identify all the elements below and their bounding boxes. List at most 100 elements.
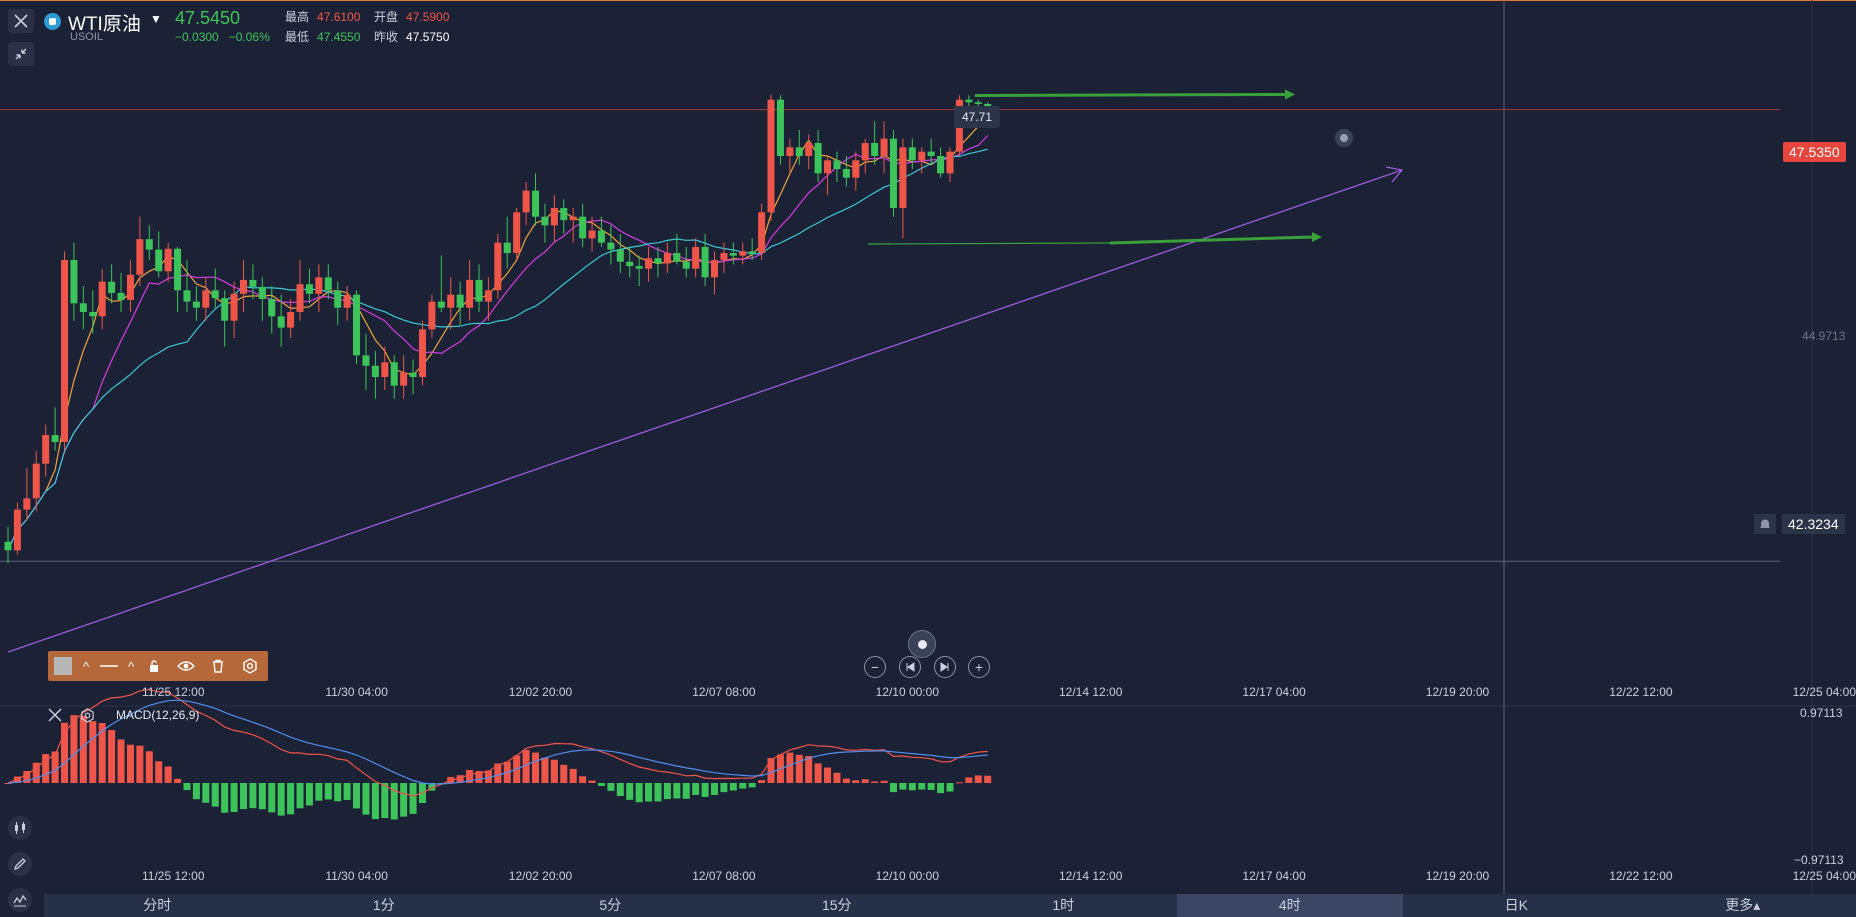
candle-body: [635, 266, 643, 269]
pane-resize-handle[interactable]: [908, 630, 936, 658]
collapse-button[interactable]: [8, 42, 34, 66]
macd-histogram-bar: [494, 763, 502, 783]
candle-body: [240, 279, 247, 294]
symbol-dropdown-icon[interactable]: ▼: [150, 12, 162, 26]
timeframe-tab[interactable]: 1分: [372, 897, 395, 913]
macd-histogram-bar: [136, 745, 144, 783]
line-style-button[interactable]: [94, 651, 124, 681]
scroll-start-button[interactable]: [899, 656, 921, 678]
macd-histogram-bar: [645, 783, 653, 802]
macd-histogram-bar: [663, 783, 671, 800]
color-chevron-icon[interactable]: ^: [82, 658, 90, 674]
macd-histogram-bar: [814, 763, 822, 783]
last-price: 47.5450: [175, 8, 241, 28]
macd-histogram-bar: [456, 775, 464, 783]
candle-body: [324, 277, 332, 291]
timeframe-tab[interactable]: 分时: [143, 897, 172, 913]
macd-histogram-bar: [880, 780, 888, 783]
candle-body: [249, 279, 257, 287]
candle-body: [79, 303, 87, 312]
candle-body: [541, 216, 549, 226]
zoom-in-button[interactable]: +: [968, 656, 990, 678]
draw-tool-button[interactable]: [8, 852, 32, 876]
macd-histogram-bar: [635, 783, 643, 803]
support-arrow-head: [1312, 232, 1322, 242]
ma10-line: [7, 135, 989, 551]
indicator-settings-button[interactable]: [80, 708, 95, 728]
scroll-end-button[interactable]: [934, 656, 956, 678]
timeframe-tab[interactable]: 1时: [1052, 897, 1075, 913]
pencil-icon: [13, 858, 26, 871]
candle-body: [23, 498, 31, 510]
timeframe-tab[interactable]: 日K: [1504, 897, 1528, 913]
macd-histogram-bar: [532, 752, 540, 783]
candle-body: [842, 169, 850, 178]
macd-histogram-bar: [268, 783, 276, 813]
candle-body: [927, 151, 935, 156]
candle-body: [767, 99, 775, 213]
visibility-button[interactable]: [170, 651, 202, 681]
candle-body: [70, 260, 78, 304]
candle-body: [597, 230, 605, 243]
candle-body: [211, 290, 219, 299]
current-price-label: 47.5350: [1783, 142, 1846, 162]
candle-body: [814, 143, 822, 174]
macd-histogram-bar: [296, 783, 304, 809]
candle-body: [390, 362, 398, 386]
timeframe-tab[interactable]: 5分: [599, 897, 622, 913]
macd-histogram-bar: [324, 783, 332, 800]
candle-body: [805, 143, 813, 156]
open-stat: 开盘 47.5900: [374, 10, 450, 24]
change-percent: −0.06%: [228, 30, 270, 44]
drawing-settings-button[interactable]: [234, 651, 266, 681]
line-chevron-icon[interactable]: ^: [127, 658, 135, 674]
macd-histogram-bar: [569, 768, 577, 783]
bell-icon: [1760, 519, 1770, 529]
skip-back-icon: [906, 662, 915, 672]
symbol-name[interactable]: WTI原油: [68, 14, 141, 35]
timeframe-tab[interactable]: 更多▴: [1725, 897, 1761, 913]
candle-body: [353, 294, 361, 356]
drawing-toolbar: ^ ^: [48, 651, 268, 681]
macd-histogram-bar: [13, 776, 21, 783]
candle-body: [645, 258, 653, 269]
candle-body: [437, 301, 445, 308]
chart-type-button[interactable]: [8, 816, 32, 840]
macd-histogram-bar: [126, 744, 134, 783]
macd-histogram-bar: [607, 783, 615, 791]
macd-histogram-bar: [673, 783, 681, 799]
macd-histogram-bar: [258, 783, 266, 810]
candle-body: [89, 312, 97, 317]
indicator-button[interactable]: [8, 888, 32, 912]
macd-histogram-bar: [692, 783, 700, 795]
candle-body: [682, 261, 690, 269]
timeframe-tab[interactable]: 15分: [821, 897, 852, 913]
timeframe-tab[interactable]: 4时: [1176, 894, 1403, 917]
close-chart-button[interactable]: [8, 9, 34, 33]
time-axis-label: 12/22 12:00: [1609, 685, 1673, 699]
prev-close-stat: 昨收 47.5750: [374, 30, 450, 44]
ma5-line: [7, 112, 989, 551]
candle-body: [626, 261, 634, 267]
resistance-arrow: [974, 92, 1288, 97]
settings-icon: [243, 658, 257, 674]
price-alert-button[interactable]: [1754, 514, 1776, 534]
handle-dot-icon: [917, 639, 927, 649]
macd-histogram-bar: [588, 780, 596, 783]
delete-drawing-button[interactable]: [202, 651, 234, 681]
macd-axis-top: 0.97113: [1800, 706, 1843, 720]
zoom-out-button[interactable]: −: [864, 656, 886, 678]
macd-histogram-bar: [946, 783, 954, 792]
macd-histogram-bar: [616, 783, 624, 797]
close-icon: [48, 708, 62, 722]
candle-body: [673, 253, 681, 262]
candle-body: [155, 249, 163, 272]
color-swatch-button[interactable]: [48, 651, 78, 681]
unlock-button[interactable]: [138, 651, 170, 681]
close-indicator-button[interactable]: [48, 708, 62, 727]
candle-body: [607, 242, 615, 250]
candle-body: [692, 247, 700, 269]
macd-histogram-bar: [61, 722, 69, 783]
trash-icon: [213, 659, 223, 673]
